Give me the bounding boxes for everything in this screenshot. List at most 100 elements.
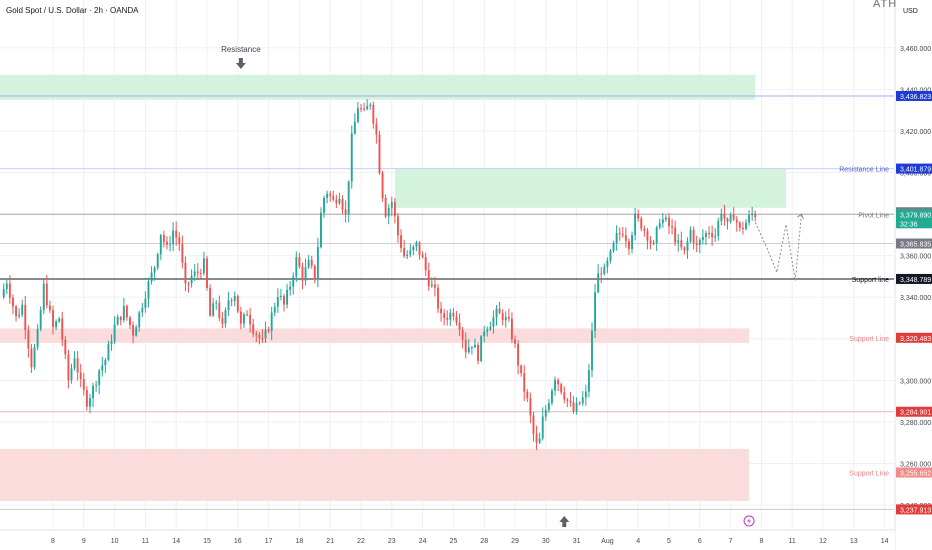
price-zone[interactable]	[0, 448, 750, 501]
candle-body[interactable]	[202, 258, 205, 274]
candle-body[interactable]	[261, 338, 264, 340]
candle-body[interactable]	[541, 416, 544, 439]
candle-body[interactable]	[637, 213, 640, 219]
candle-body[interactable]	[363, 108, 366, 110]
candle-body[interactable]	[587, 370, 590, 392]
candle-body[interactable]	[720, 213, 723, 221]
candle-body[interactable]	[427, 270, 430, 287]
candle-body[interactable]	[547, 403, 550, 410]
candle-body[interactable]	[584, 391, 587, 398]
candle-body[interactable]	[566, 399, 569, 402]
candle-body[interactable]	[621, 234, 624, 236]
candle-body[interactable]	[418, 242, 421, 256]
candle-body[interactable]	[594, 292, 597, 332]
candle-body[interactable]	[141, 307, 144, 313]
price-badge[interactable]	[896, 209, 932, 229]
candle-body[interactable]	[323, 197, 325, 213]
projection-path[interactable]	[754, 214, 802, 281]
candle-body[interactable]	[563, 392, 566, 400]
candle-body[interactable]	[446, 317, 449, 320]
candle-body[interactable]	[2, 289, 5, 298]
candle-body[interactable]	[283, 295, 285, 305]
candle-body[interactable]	[335, 199, 338, 204]
candle-body[interactable]	[258, 335, 261, 339]
candle-body[interactable]	[166, 241, 168, 245]
candle-body[interactable]	[646, 230, 649, 241]
candle-body[interactable]	[745, 222, 747, 229]
candle-body[interactable]	[430, 284, 433, 287]
candle-body[interactable]	[529, 398, 532, 416]
candle-body[interactable]	[692, 229, 695, 244]
price-zone[interactable]	[394, 168, 787, 208]
candle-body[interactable]	[181, 244, 184, 263]
candle-body[interactable]	[532, 415, 535, 434]
candle-body[interactable]	[618, 232, 621, 235]
candle-body[interactable]	[680, 240, 683, 248]
candle-body[interactable]	[578, 402, 581, 404]
candle-body[interactable]	[661, 219, 664, 224]
price-zone[interactable]	[0, 328, 750, 343]
candle-body[interactable]	[741, 227, 744, 229]
candle-body[interactable]	[421, 255, 424, 258]
candle-body[interactable]	[138, 312, 141, 328]
candle-body[interactable]	[273, 306, 276, 313]
candle-body[interactable]	[751, 213, 754, 216]
candle-body[interactable]	[95, 384, 98, 386]
candle-body[interactable]	[683, 247, 686, 251]
candle-body[interactable]	[227, 300, 230, 311]
candle-body[interactable]	[101, 365, 104, 371]
candle-body[interactable]	[360, 108, 362, 110]
candle-body[interactable]	[85, 389, 88, 407]
candle-body[interactable]	[18, 314, 21, 317]
candle-body[interactable]	[369, 104, 372, 107]
candle-body[interactable]	[24, 304, 27, 331]
candle-body[interactable]	[387, 207, 390, 217]
candle-body[interactable]	[153, 267, 156, 273]
candle-body[interactable]	[723, 213, 726, 219]
candle-body[interactable]	[689, 229, 692, 242]
candle-body[interactable]	[73, 358, 76, 369]
candle-body[interactable]	[162, 235, 165, 242]
candle-body[interactable]	[21, 304, 24, 315]
candle-body[interactable]	[628, 241, 630, 249]
candle-body[interactable]	[190, 275, 193, 284]
candle-body[interactable]	[655, 227, 658, 244]
candle-body[interactable]	[310, 259, 313, 266]
price-badge[interactable]	[896, 332, 932, 343]
candle-body[interactable]	[144, 298, 147, 308]
candle-body[interactable]	[729, 214, 732, 222]
candle-body[interactable]	[230, 300, 233, 302]
candle-body[interactable]	[390, 202, 393, 208]
candle-body[interactable]	[110, 341, 113, 344]
candle-body[interactable]	[754, 213, 757, 218]
candle-body[interactable]	[526, 391, 529, 399]
candle-body[interactable]	[470, 347, 473, 349]
candle-body[interactable]	[701, 236, 704, 240]
candle-body[interactable]	[236, 295, 239, 312]
candle-body[interactable]	[33, 347, 36, 368]
candle-body[interactable]	[52, 310, 54, 328]
candle-body[interactable]	[717, 220, 720, 236]
candle-body[interactable]	[554, 379, 556, 391]
candle-body[interactable]	[433, 284, 436, 288]
candle-body[interactable]	[714, 235, 717, 238]
candle-body[interactable]	[12, 297, 14, 307]
candle-body[interactable]	[437, 287, 439, 309]
candle-body[interactable]	[218, 302, 221, 318]
candle-body[interactable]	[304, 267, 307, 281]
candle-body[interactable]	[507, 317, 510, 319]
candle-body[interactable]	[455, 316, 458, 323]
candle-body[interactable]	[159, 235, 162, 255]
candle-body[interactable]	[215, 302, 218, 304]
candle-body[interactable]	[606, 260, 609, 267]
candle-body[interactable]	[686, 241, 689, 251]
candle-body[interactable]	[483, 331, 486, 337]
candle-body[interactable]	[193, 271, 196, 276]
candle-body[interactable]	[458, 322, 461, 330]
candle-body[interactable]	[449, 312, 452, 320]
candle-body[interactable]	[61, 318, 64, 340]
candle-body[interactable]	[609, 250, 612, 261]
candle-body[interactable]	[135, 327, 138, 336]
candle-body[interactable]	[249, 314, 252, 325]
